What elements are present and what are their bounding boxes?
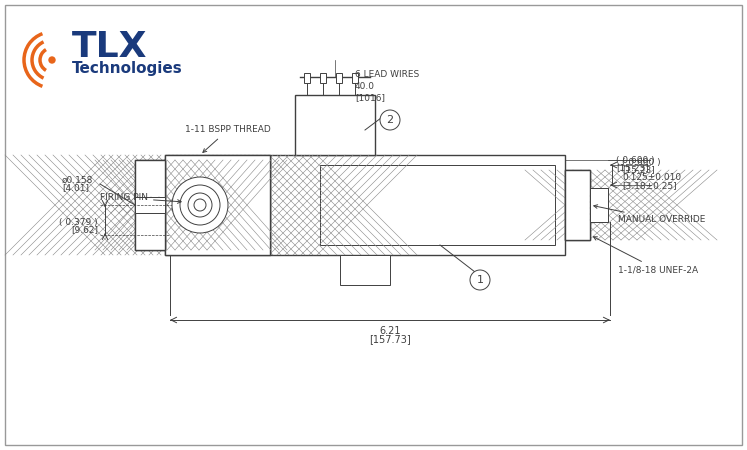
Text: [4.01]: [4.01] — [62, 184, 89, 193]
Bar — [590, 188, 608, 222]
Bar — [565, 170, 590, 240]
Bar — [590, 188, 608, 222]
Text: [3.18±0.25]: [3.18±0.25] — [622, 181, 677, 190]
Text: ( 0.600 ): ( 0.600 ) — [616, 156, 654, 165]
Text: 6 LEAD WIRES
40.0
[1016]: 6 LEAD WIRES 40.0 [1016] — [355, 70, 419, 103]
Bar — [135, 197, 165, 213]
Text: Technologies: Technologies — [72, 60, 183, 76]
Bar — [135, 197, 165, 213]
Circle shape — [49, 57, 55, 63]
Bar — [340, 255, 390, 285]
Text: ø0.158: ø0.158 — [62, 176, 93, 184]
Bar — [270, 155, 565, 255]
Circle shape — [172, 177, 228, 233]
Text: [15.23]: [15.23] — [616, 163, 648, 172]
Bar — [352, 73, 358, 83]
Bar — [135, 160, 165, 250]
Text: ( 0.600 ): ( 0.600 ) — [622, 158, 660, 166]
Text: 2: 2 — [386, 115, 394, 125]
Bar — [320, 73, 326, 83]
Text: 1-1/8-18 UNEF-2A: 1-1/8-18 UNEF-2A — [593, 237, 698, 274]
Bar — [165, 155, 270, 255]
Text: 1-11 BSPP THREAD: 1-11 BSPP THREAD — [185, 126, 270, 153]
Bar — [320, 165, 555, 245]
Text: FIRING PIN: FIRING PIN — [100, 194, 181, 203]
Bar — [295, 95, 375, 155]
Bar — [565, 170, 590, 240]
Text: [9.62]: [9.62] — [71, 225, 98, 234]
Text: ( 0.379 ): ( 0.379 ) — [59, 217, 98, 226]
Text: [157.73]: [157.73] — [369, 334, 411, 344]
Text: [15.23]: [15.23] — [622, 166, 655, 175]
Text: TLX: TLX — [72, 30, 147, 64]
Bar — [336, 73, 342, 83]
Text: 0.125±0.010: 0.125±0.010 — [622, 174, 681, 183]
Text: 6.21: 6.21 — [379, 326, 400, 336]
Circle shape — [470, 270, 490, 290]
Text: MANUAL OVERRIDE: MANUAL OVERRIDE — [594, 205, 705, 225]
Bar — [135, 160, 165, 250]
Bar — [165, 155, 270, 255]
Text: 1: 1 — [477, 275, 483, 285]
Circle shape — [380, 110, 400, 130]
Bar — [304, 73, 310, 83]
